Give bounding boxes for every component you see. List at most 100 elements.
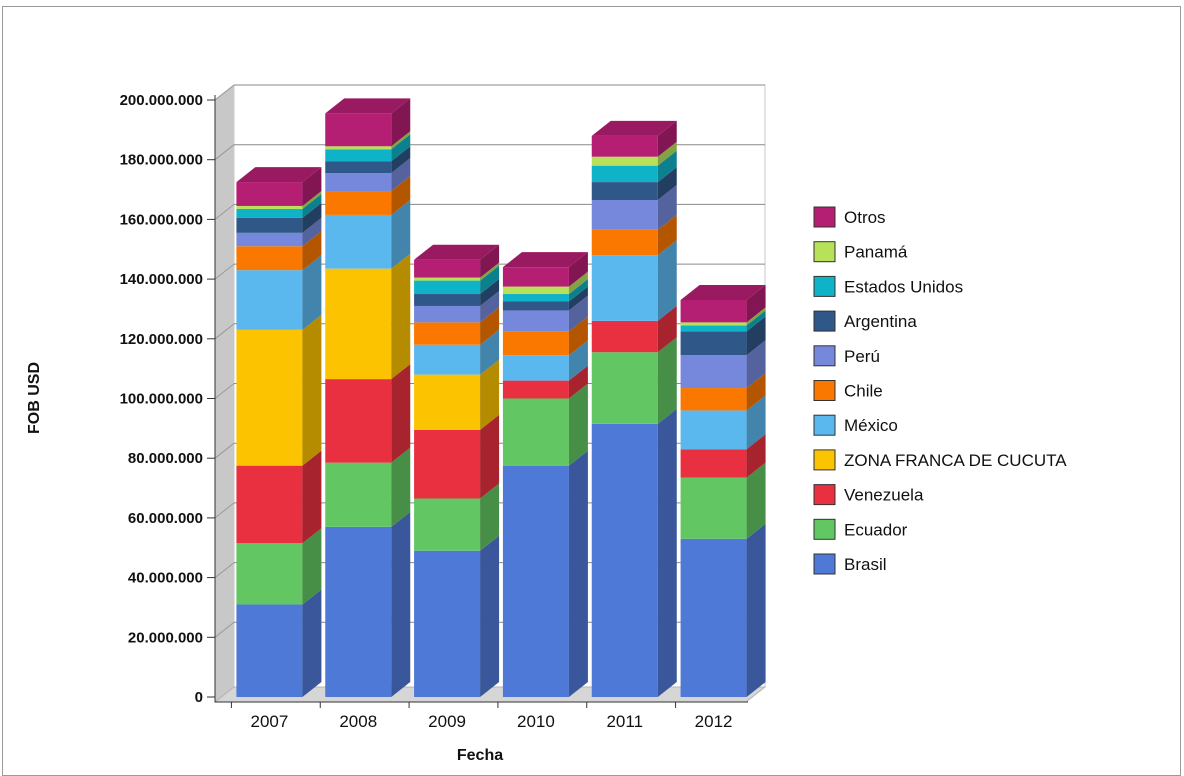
bar-segment-side (657, 337, 677, 424)
bar-segment-side (302, 217, 322, 247)
bar-segment-side (480, 290, 500, 323)
bar-segment-side (391, 158, 411, 192)
gridline-side (214, 204, 235, 220)
bar-segment-side (391, 146, 411, 174)
bar-segment (325, 173, 392, 192)
legend-entry: Chile (844, 382, 883, 401)
bar-segment-side (391, 176, 411, 215)
bar-segment-side (391, 134, 411, 162)
bar-segment-side (568, 450, 588, 697)
bar-top-face (680, 284, 766, 300)
bar-segment (502, 301, 569, 311)
bar-segment-side (480, 483, 500, 551)
bar-segment (236, 205, 303, 209)
bar-segment (414, 294, 481, 306)
bar-segment (591, 165, 658, 183)
bar-segment (591, 229, 658, 256)
x-tick-label: 2012 (695, 712, 733, 731)
y-axis-title: FOB USD (26, 362, 43, 434)
bar-segment-side (657, 150, 677, 183)
bar-segment (236, 208, 303, 218)
legend-swatch (813, 275, 836, 297)
bar-segment-side (302, 167, 322, 206)
x-tick-label: 2011 (606, 712, 643, 731)
bar-segment-side (746, 310, 766, 332)
bar-segment (236, 329, 303, 466)
y-tick-label: 160.000.000 (120, 211, 203, 228)
bar-top-face (591, 120, 677, 136)
bar-segment (414, 498, 481, 551)
bar-segment (680, 331, 747, 356)
legend-entry: Ecuador (844, 520, 908, 539)
bar-segment-side (302, 528, 322, 605)
y-tick-label: 0 (195, 689, 203, 706)
x-axis-title: Fecha (457, 747, 503, 764)
bar-segment-side (302, 589, 322, 697)
bar-segment (236, 246, 303, 271)
gridline-side (214, 84, 235, 101)
bar-segment (502, 355, 569, 381)
bar-segment-side (568, 316, 588, 356)
bar-segment (414, 374, 481, 430)
y-tick-label: 140.000.000 (120, 271, 203, 288)
legend-swatch (813, 241, 836, 263)
bar-stack-2011 (591, 120, 677, 697)
bar-segment-side (657, 167, 677, 200)
bar-segment-side (746, 307, 766, 326)
bar-segment-side (657, 184, 677, 230)
legend-entry: Estados Unidos (844, 277, 963, 296)
bar-segment-side (568, 279, 588, 302)
bar-segment (414, 305, 481, 323)
bar-segment-side (746, 340, 766, 389)
bar-segment (414, 277, 481, 281)
bar-segment (236, 270, 303, 330)
bar-segment-side (657, 214, 677, 256)
gridline-side (214, 323, 235, 340)
bar-segment (680, 538, 747, 697)
bar-segment (236, 232, 303, 247)
legend-entry: Brasil (844, 555, 887, 574)
bar-segment-side (568, 295, 588, 332)
bar-segment-side (302, 231, 322, 271)
left-wall (214, 83, 235, 704)
y-tick-label: 60.000.000 (128, 510, 203, 527)
bar-segment-side (746, 462, 766, 539)
bar-segment-side (746, 284, 766, 323)
bar-segment (236, 465, 303, 544)
bar-top-face (325, 98, 411, 114)
gridline-side (214, 442, 235, 459)
bar-segment-side (746, 523, 766, 697)
legend: Otros Panamá Estados Unidos Argentina Perú Ch… (813, 206, 1067, 575)
bar-segment-side (391, 253, 411, 380)
bar-segment-side (391, 199, 411, 269)
bar-segment (502, 310, 569, 332)
legend-swatch (813, 380, 836, 401)
bar-segment (325, 113, 392, 147)
legend-swatch (813, 518, 836, 540)
bar-segment-side (568, 252, 588, 287)
bar-top-face (414, 244, 500, 260)
bar-segment-side (302, 450, 322, 544)
bar-segment-side (391, 98, 411, 147)
bar-segment-side (391, 511, 411, 697)
bar-segment (502, 331, 569, 356)
bar-segment (591, 255, 658, 321)
legend-swatch (813, 414, 836, 436)
bar-segment (325, 268, 392, 380)
bar-segment-side (746, 434, 766, 478)
bar-segment-side (746, 373, 766, 411)
gridline-side (214, 263, 235, 280)
bar-segment (680, 322, 747, 326)
bar-segment-side (391, 131, 411, 150)
legend-swatch (813, 449, 836, 471)
bar-segment-side (568, 365, 588, 399)
legend-entry: Argentina (844, 312, 917, 331)
bar-top-face (236, 167, 322, 183)
bar-segment (502, 294, 569, 302)
bar-segment-side (480, 414, 500, 499)
bar-segment-side (302, 314, 322, 466)
bar-segment-side (746, 395, 766, 450)
bar-segment (325, 214, 392, 269)
x-tick-label: 2008 (339, 712, 377, 731)
